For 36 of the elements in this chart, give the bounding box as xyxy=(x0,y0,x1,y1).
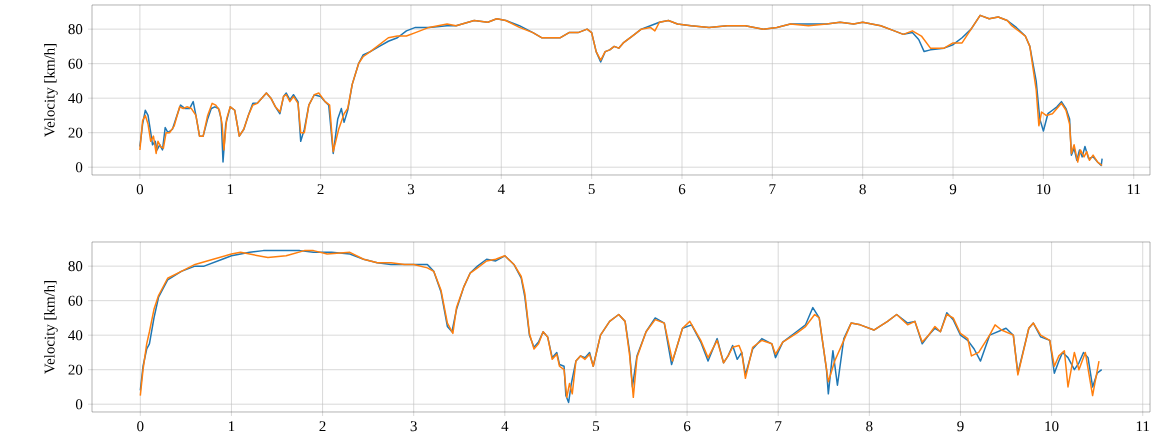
x-tick-label: 0 xyxy=(136,184,144,195)
x-tick-label: 2 xyxy=(319,421,326,432)
y-axis-title: Velocity [km/h] xyxy=(44,280,58,374)
x-tick-label: 1 xyxy=(227,184,234,195)
x-tick-label: 6 xyxy=(678,184,686,195)
x-tick-label: 3 xyxy=(407,184,415,195)
y-tick-label: 60 xyxy=(68,58,83,69)
x-tick-label: 11 xyxy=(1136,421,1150,432)
x-tick-label: 10 xyxy=(1037,184,1051,195)
x-tick-label: 11 xyxy=(1127,184,1141,195)
y-tick-label: 20 xyxy=(68,364,83,375)
y-tick-label: 40 xyxy=(68,93,83,104)
y-tick-label: 60 xyxy=(68,295,83,306)
x-tick-label: 8 xyxy=(866,421,873,432)
y-tick-label: 80 xyxy=(68,261,83,272)
y-axis-title: Velocity [km/h] xyxy=(44,43,58,137)
y-tick-label: 0 xyxy=(75,399,83,410)
x-tick-label: 5 xyxy=(588,184,595,195)
x-tick-label: 2 xyxy=(317,184,324,195)
x-tick-label: 9 xyxy=(957,421,964,432)
x-tick-label: 5 xyxy=(593,421,600,432)
x-tick-label: 4 xyxy=(501,421,509,431)
x-tick-label: 6 xyxy=(683,421,691,432)
x-tick-label: 10 xyxy=(1045,421,1059,432)
y-tick-label: 0 xyxy=(75,162,83,173)
x-tick-label: 7 xyxy=(775,421,782,431)
y-tick-label: 80 xyxy=(68,24,83,35)
x-tick-label: 3 xyxy=(410,421,417,432)
x-tick-label: 4 xyxy=(497,184,505,194)
x-tick-label: 8 xyxy=(859,184,866,195)
x-tick-label: 1 xyxy=(229,421,235,432)
y-tick-label: 40 xyxy=(68,330,83,341)
x-tick-label: 9 xyxy=(949,184,957,195)
x-tick-label: 0 xyxy=(137,421,144,432)
y-tick-label: 20 xyxy=(68,127,83,138)
x-tick-label: 7 xyxy=(769,184,776,194)
